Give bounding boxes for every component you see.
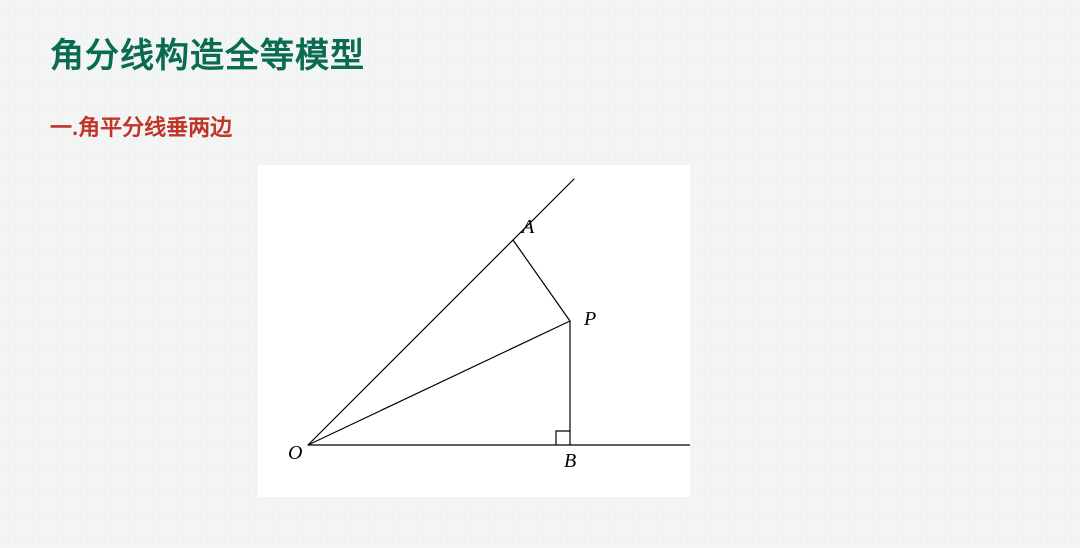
figure-panel: O B P A	[258, 165, 690, 497]
svg-text:A: A	[520, 216, 535, 238]
svg-text:B: B	[564, 450, 576, 472]
diagram-labels: O B P A	[288, 216, 596, 472]
section-subtitle: 一.角平分线垂两边	[50, 110, 232, 142]
diagram-lines	[308, 179, 690, 445]
right-angle-marker	[556, 431, 570, 445]
angle-bisector-diagram: O B P A	[258, 165, 690, 497]
svg-text:P: P	[583, 308, 596, 330]
svg-text:O: O	[288, 442, 302, 464]
page-title: 角分线构造全等模型	[50, 28, 365, 77]
